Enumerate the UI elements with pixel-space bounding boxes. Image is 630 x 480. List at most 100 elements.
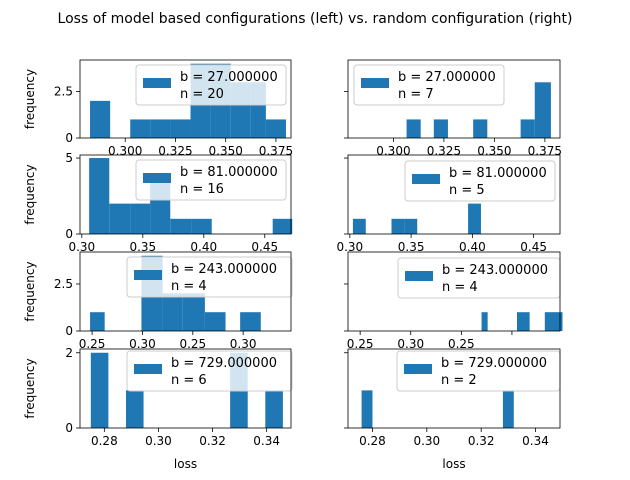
y-axis-label: frequency [23, 164, 37, 224]
x-tick-label: 0.32 [199, 434, 226, 448]
legend: b = 27.000000 n = 7 [353, 64, 505, 106]
histogram-bar [481, 312, 488, 331]
histogram-bar [544, 312, 563, 331]
legend-label-budget: b = 243.000000 [442, 263, 548, 278]
histogram-bar [406, 119, 421, 138]
axes-frame [79, 59, 292, 139]
legend-label-budget: b = 27.000000 [180, 70, 278, 85]
legend-label-count: n = 4 [171, 279, 207, 294]
panel-model-based-81: b = 81.000000 n = 16 0.30 0.35 0.40 0.45 0 5 fr… [23, 151, 293, 254]
panel-random-81: b = 81.000000 n = 5 0.30 0.35 0.40 0.45 [336, 154, 561, 254]
histogram-bar [191, 218, 212, 234]
y-axis-label: frequency [23, 261, 37, 321]
x-tick-label: 0.35 [129, 240, 156, 254]
legend-box [126, 256, 293, 298]
histogram-bar [89, 158, 110, 234]
legend-swatch [134, 270, 162, 280]
histogram-bar [109, 203, 131, 234]
x-tick-label: 0.28 [91, 434, 118, 448]
legend: b = 243.000000 n = 4 [397, 257, 561, 299]
x-tick-label: 0.34 [522, 434, 549, 448]
histogram-bar [182, 293, 205, 331]
legend-label-budget: b = 243.000000 [171, 262, 277, 277]
axes-frame [79, 251, 292, 332]
x-tick-label: 0.325 [158, 144, 192, 158]
y-tick-label: 2.5 [54, 277, 73, 291]
legend-box [126, 350, 293, 392]
histogram-bar [90, 352, 109, 428]
legend-label-count: n = 5 [449, 183, 485, 198]
x-tick-label: 0.40 [190, 240, 217, 254]
x-tick-label: 0.300 [376, 144, 410, 158]
x-tick-label: 0.28 [359, 434, 386, 448]
histogram-bar [162, 293, 183, 331]
legend-label-budget: b = 81.000000 [180, 165, 278, 180]
y-tick-label: 5 [65, 151, 73, 165]
x-tick-label: 0.30 [145, 434, 172, 448]
legend-swatch [134, 364, 162, 374]
x-tick-label: 0.30 [129, 337, 156, 351]
x-tick-label: 0.35 [398, 240, 425, 254]
histogram-bar [90, 312, 105, 331]
x-tick-label: 0.30 [413, 434, 440, 448]
histogram-bar [240, 312, 261, 331]
histogram-bar [130, 203, 151, 234]
legend-swatch [361, 78, 389, 88]
axes-frame [347, 348, 561, 429]
x-tick-label: 0.25 [448, 337, 475, 351]
histogram-bar [272, 218, 293, 234]
legend-label-count: n = 4 [442, 280, 478, 295]
x-tick-label: 0.375 [528, 144, 562, 158]
legend: b = 729.000000 n = 6 [126, 350, 293, 392]
x-tick-label: 0.34 [253, 434, 280, 448]
legend-label-count: n = 7 [398, 87, 434, 102]
histogram-bar [265, 390, 283, 428]
histogram-bar [90, 100, 111, 138]
legend: b = 81.000000 n = 5 [404, 160, 556, 202]
legend-label-count: n = 2 [441, 373, 477, 388]
histogram-bar [125, 390, 144, 428]
legend-box [404, 160, 556, 202]
axes-frame [347, 154, 561, 235]
histogram-bar [468, 203, 481, 234]
legend: b = 729.000000 n = 2 [396, 350, 561, 392]
panel-random-243: b = 243.000000 n = 4 0.25 0.30 0.25 [344, 251, 563, 351]
legend-label-count: n = 6 [171, 373, 207, 388]
x-tick-label: 0.30 [68, 240, 95, 254]
histogram-bar [361, 390, 373, 428]
x-tick-label: 0.45 [520, 240, 547, 254]
y-tick-label: 0 [65, 131, 73, 145]
x-tick-label: 0.25 [347, 337, 374, 351]
x-tick-label: 0.25 [179, 337, 206, 351]
x-tick-label: 0.45 [251, 240, 278, 254]
legend-swatch [404, 364, 432, 374]
x-tick-label: 0.300 [108, 144, 142, 158]
histogram-bar [352, 218, 366, 234]
histogram-bar [404, 218, 418, 234]
y-axis-label: frequency [23, 69, 37, 129]
x-tick-label: 0.32 [468, 434, 495, 448]
histogram-bar [130, 119, 151, 138]
legend-swatch [143, 173, 171, 183]
x-tick-label: 0.25 [79, 337, 106, 351]
panel-random-27: b = 27.000000 n = 7 0.300 0.325 0.350 0.375 [344, 59, 562, 158]
panel-model-based-729: b = 729.000000 n = 6 0.28 0.30 0.32 0.34 0 2 fr… [23, 346, 293, 471]
histogram-bar [170, 218, 192, 234]
legend-label-budget: b = 81.000000 [449, 166, 547, 181]
histogram-bar [520, 119, 535, 138]
x-tick-label: 0.30 [397, 337, 424, 351]
legend-label-budget: b = 729.000000 [441, 356, 547, 371]
y-tick-label: 0 [65, 227, 73, 241]
legend: b = 81.000000 n = 16 [135, 159, 287, 201]
legend-box [353, 64, 505, 106]
x-tick-label: 0.30 [230, 337, 257, 351]
histogram-bar [391, 218, 405, 234]
y-tick-label: 2 [65, 346, 73, 360]
panel-random-729: b = 729.000000 n = 2 0.28 0.30 0.32 0.34 loss [344, 348, 561, 471]
axes-frame [347, 59, 561, 139]
legend: b = 27.000000 n = 20 [135, 64, 287, 106]
legend-label-budget: b = 729.000000 [171, 356, 277, 371]
legend-label-budget: b = 27.000000 [398, 70, 496, 85]
panels: b = 27.000000 n = 200.300 0.325 0.350 0.375… [23, 59, 563, 471]
legend-label-count: n = 20 [180, 87, 224, 102]
